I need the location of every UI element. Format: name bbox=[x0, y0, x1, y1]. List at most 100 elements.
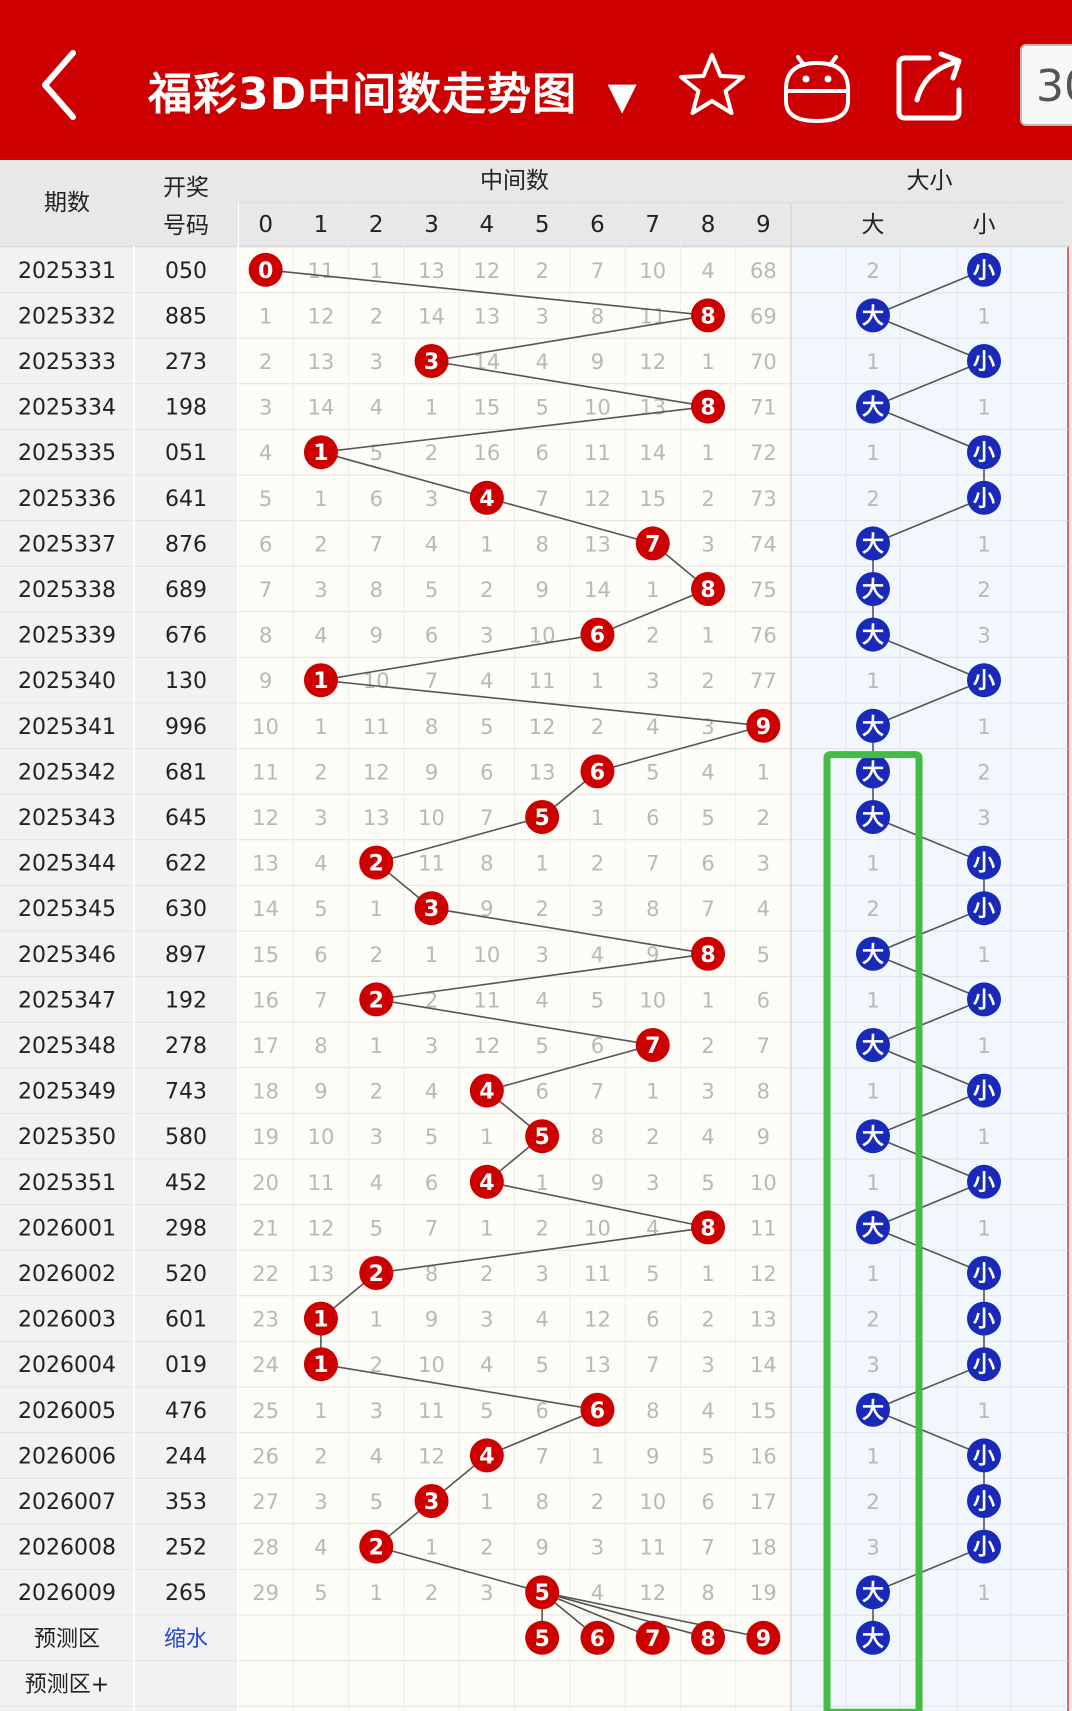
period-cell: 2025332 bbox=[18, 304, 116, 329]
omission-cell: 5 bbox=[259, 487, 272, 511]
hit-ball-red-label: 7 bbox=[645, 532, 660, 557]
omission-cell: 11 bbox=[529, 669, 556, 693]
small-ball-blue-circle bbox=[967, 480, 1001, 515]
omission-cell: 3 bbox=[591, 897, 604, 921]
omission-cell: 5 bbox=[425, 578, 438, 602]
dropdown-triangle-icon[interactable]: ▼ bbox=[607, 74, 638, 118]
period-cell: 2025344 bbox=[18, 852, 116, 877]
small-ball-blue-label: 小 bbox=[973, 1536, 995, 1561]
omission-cell: 23 bbox=[252, 1308, 279, 1332]
omission-cell: 3 bbox=[535, 304, 548, 328]
big-omission-cell: 1 bbox=[866, 669, 879, 693]
omission-cell: 8 bbox=[591, 304, 604, 328]
back-button[interactable] bbox=[20, 40, 100, 130]
small-ball-blue: 小 bbox=[967, 982, 1001, 1017]
hit-ball-red-label: 3 bbox=[424, 897, 439, 922]
period-cell: 2025333 bbox=[18, 350, 116, 375]
period-count-button[interactable]: 30 bbox=[1020, 44, 1072, 126]
hit-ball-red-label: 1 bbox=[313, 669, 328, 694]
omission-cell: 3 bbox=[425, 1034, 438, 1058]
omission-cell: 14 bbox=[584, 578, 611, 602]
omission-cell: 14 bbox=[308, 396, 335, 420]
omission-cell: 7 bbox=[701, 1536, 714, 1560]
omission-cell: 11 bbox=[639, 1536, 666, 1560]
robot-button[interactable] bbox=[774, 40, 860, 130]
omission-cell: 9 bbox=[535, 578, 548, 602]
share-icon bbox=[896, 51, 962, 121]
omission-cell: 1 bbox=[701, 350, 714, 374]
omission-cell: 14 bbox=[750, 1353, 777, 1377]
small-omission-cell: 1 bbox=[977, 396, 990, 420]
hit-ball-red: 2 bbox=[359, 1529, 394, 1564]
period-cell: 2026003 bbox=[18, 1308, 116, 1333]
omission-cell: 4 bbox=[701, 1125, 714, 1149]
page-title-text: 福彩3D中间数走势图 bbox=[148, 69, 578, 120]
small-ball-blue-circle bbox=[967, 1438, 1001, 1473]
omission-cell: 8 bbox=[480, 852, 493, 876]
omission-cell: 4 bbox=[370, 1171, 383, 1195]
predict-ball-red-label: 6 bbox=[590, 1627, 605, 1652]
small-ball-blue: 小 bbox=[967, 435, 1001, 470]
page-title[interactable]: 福彩3D中间数走势图 ▼ bbox=[148, 58, 638, 122]
draw-cell: 876 bbox=[165, 532, 207, 557]
highlight-layer bbox=[823, 751, 923, 1711]
hit-ball-red: 6 bbox=[580, 617, 615, 652]
omission-cell: 13 bbox=[473, 304, 500, 328]
omission-cell: 3 bbox=[370, 350, 383, 374]
omission-cell: 2 bbox=[535, 1216, 548, 1240]
omission-cell: 6 bbox=[701, 852, 714, 876]
omission-cell: 3 bbox=[701, 1353, 714, 1377]
predict-ball-red-circle bbox=[635, 1620, 670, 1655]
omission-cell: 10 bbox=[584, 396, 611, 420]
hit-ball-red: 8 bbox=[691, 298, 726, 333]
predict-fan-line bbox=[541, 1591, 709, 1639]
period-column-bg bbox=[0, 247, 134, 1711]
big-ball-blue-label: 大 bbox=[862, 943, 884, 968]
share-button[interactable] bbox=[890, 40, 974, 130]
app-header: 福彩3D中间数走势图 ▼ 30 bbox=[0, 0, 1072, 160]
draw-cell: 743 bbox=[165, 1080, 207, 1105]
omission-cell: 10 bbox=[473, 943, 500, 967]
hit-ball-red-circle bbox=[359, 845, 394, 880]
omission-cell: 2 bbox=[591, 852, 604, 876]
hit-ball-red-circle bbox=[525, 1119, 560, 1154]
omission-cell: 3 bbox=[425, 487, 438, 511]
small-omission-cell: 1 bbox=[977, 1216, 990, 1240]
hit-ball-red: 8 bbox=[691, 1210, 726, 1245]
small-ball-blue-circle bbox=[967, 1484, 1001, 1518]
small-omission-cell: 3 bbox=[977, 624, 990, 648]
omission-cell: 13 bbox=[308, 350, 335, 374]
omission-cell: 18 bbox=[252, 1080, 279, 1104]
omission-cell: 6 bbox=[535, 1399, 548, 1423]
omission-cell: 4 bbox=[314, 1536, 327, 1560]
favorite-button[interactable] bbox=[672, 40, 752, 130]
big-ball-blue-label: 大 bbox=[862, 1216, 884, 1241]
small-omission-cell: 1 bbox=[977, 715, 990, 739]
omission-cell: 75 bbox=[750, 578, 777, 602]
hit-ball-red-label: 2 bbox=[369, 988, 384, 1013]
omission-cell: 4 bbox=[701, 1399, 714, 1423]
header-digit-2: 2 bbox=[369, 212, 384, 238]
predict-ball-red: 9 bbox=[746, 1620, 781, 1655]
predict-fan-line bbox=[541, 1591, 654, 1639]
draw-cell: 520 bbox=[165, 1262, 207, 1287]
hit-ball-red-label: 2 bbox=[369, 1536, 384, 1561]
hit-ball-red-label: 4 bbox=[479, 487, 494, 512]
predict-ball-red: 8 bbox=[691, 1620, 726, 1655]
predict-size-ball-circle bbox=[856, 1620, 890, 1655]
period-cell: 2025341 bbox=[18, 715, 116, 740]
omission-cell: 13 bbox=[584, 1353, 611, 1377]
small-omission-cell: 2 bbox=[977, 578, 990, 602]
hit-ball-red-circle bbox=[414, 891, 449, 926]
hit-ball-red-label: 6 bbox=[590, 760, 605, 785]
header-size-big: 大 bbox=[862, 212, 885, 238]
omission-cell: 2 bbox=[757, 806, 770, 830]
omission-cell: 8 bbox=[535, 532, 548, 556]
omission-cell: 76 bbox=[750, 624, 777, 648]
omission-cell: 11 bbox=[308, 1171, 335, 1195]
hit-ball-red: 0 bbox=[248, 252, 283, 287]
hit-ball-red: 8 bbox=[691, 936, 726, 971]
period-cell: 2026005 bbox=[18, 1399, 116, 1424]
omission-cell: 8 bbox=[425, 715, 438, 739]
hit-ball-red-label: 1 bbox=[313, 1353, 328, 1378]
